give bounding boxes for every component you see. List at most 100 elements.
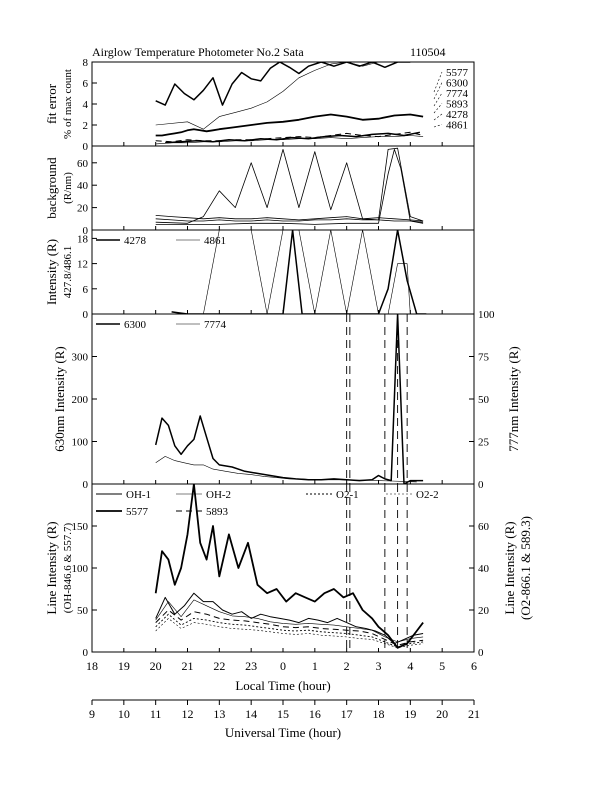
series-line-bg-c (155, 147, 424, 224)
series-line-6300 (155, 62, 411, 106)
y-right-tick-label: 20 (478, 605, 490, 617)
y-right-tick-label: 50 (478, 394, 490, 406)
series-end-label: 5893 (446, 99, 469, 111)
y-tick-label: 300 (72, 352, 89, 364)
y-tick-label: 12 (77, 259, 88, 271)
ut-axis-label: Universal Time (hour) (225, 725, 341, 740)
series-line-bg-d (155, 148, 424, 225)
local-time-tick-label: 4 (407, 659, 413, 673)
series-line-5577 (154, 484, 424, 649)
legend: 6300 7774 (96, 319, 227, 331)
ut-tick-label: 10 (118, 707, 130, 721)
local-time-axis-label: Local Time (hour) (235, 678, 330, 693)
series-end-label: 4861 (446, 120, 468, 132)
series-line-4278 (165, 131, 421, 144)
legend-label: O2-2 (416, 489, 439, 501)
y-tick-label: 6 (83, 78, 89, 90)
series-line-5893 (155, 609, 424, 646)
panel-frame (91, 313, 475, 485)
y-right-tick-label: 60 (478, 521, 490, 533)
y-axis-label-2: (R/nm) (62, 172, 74, 204)
label-leader (433, 124, 443, 128)
series-group (154, 484, 424, 652)
y-right-axis-label-2: (O2-866.1 & 589.3) (518, 516, 533, 620)
series-line-O2-2 (155, 618, 424, 649)
y-axis-label: Intensity (R) (44, 239, 59, 305)
ut-tick-label: 18 (373, 707, 385, 721)
y-axis-label-2: (OH-846.6 & 557.7) (62, 522, 74, 613)
ut-tick-label: 20 (436, 707, 448, 721)
label-leader (433, 71, 443, 93)
series-line-O2-1 (155, 613, 424, 648)
y-tick-label: 0 (83, 309, 89, 321)
y-axis-label: fit error (44, 83, 59, 124)
panel-frame (91, 229, 475, 315)
panel-background: 0 20 40 60 background (R/nm) (44, 145, 475, 237)
y-axis-label-2: 427.8/486.1 (62, 246, 74, 299)
y-right-axis-label: Line Intensity (R) (502, 521, 517, 614)
local-time-tick-label: 20 (150, 659, 162, 673)
series-line-bg-a (155, 215, 424, 222)
y-tick-label: 0 (83, 141, 89, 153)
series-line-4278 (171, 230, 427, 314)
y-right-tick-label: 25 (478, 437, 490, 449)
local-time-tick-label: 5 (439, 659, 445, 673)
series-end-label: 6300 (446, 78, 469, 90)
series-end-label: 5577 (446, 67, 469, 79)
local-time-tick-label: 22 (213, 659, 225, 673)
local-time-tick-label: 23 (245, 659, 257, 673)
y-axis-label: 630nm Intensity (R) (52, 346, 67, 451)
y-tick-label: 0 (83, 225, 89, 237)
panel-fit_error: 0 2 4 6 8 fit error% of max count 557763007774… (44, 57, 475, 153)
ut-tick-label: 11 (150, 707, 162, 721)
y-tick-label: 50 (77, 605, 89, 617)
legend-label: 5577 (126, 506, 149, 518)
series-line-4861 (187, 230, 411, 314)
y-right-tick-label: 40 (478, 563, 490, 575)
local-time-tick-label: 21 (182, 659, 194, 673)
ut-tick-label: 15 (277, 707, 289, 721)
series-line-6300 (154, 314, 424, 484)
local-time-tick-label: 6 (471, 659, 477, 673)
series-end-label: 4278 (446, 109, 469, 121)
label-leader (433, 113, 443, 121)
legend-label: 4278 (124, 235, 147, 247)
label-leader (433, 103, 443, 114)
local-time-tick-label: 19 (118, 659, 130, 673)
legend-label: 6300 (124, 319, 147, 331)
chart-date: 110504 (410, 45, 446, 59)
local-time-tick-label: 18 (86, 659, 98, 673)
y-tick-label: 150 (72, 521, 89, 533)
legend-label: OH-1 (126, 489, 151, 501)
y-right-tick-label: 0 (478, 479, 484, 491)
y-tick-label: 8 (83, 57, 89, 69)
y-tick-label: 0 (83, 479, 89, 491)
label-leader (433, 92, 443, 107)
legend: 4278 4861 (96, 235, 226, 247)
ut-tick-label: 13 (213, 707, 225, 721)
series-group (155, 147, 424, 225)
ut-tick-label: 12 (182, 707, 194, 721)
legend-label: 4861 (204, 235, 226, 247)
series-line-7774 (155, 456, 417, 483)
legend-label: O2-1 (336, 489, 359, 501)
local-time-tick-label: 0 (280, 659, 286, 673)
local-time-tick-label: 3 (376, 659, 382, 673)
series-line-5577 (155, 113, 424, 137)
y-tick-label: 20 (77, 203, 89, 215)
label-leader (433, 82, 443, 100)
local-time-tick-label: 2 (344, 659, 350, 673)
series-end-label: 7774 (446, 88, 469, 100)
series-line-7774 (155, 62, 420, 130)
legend-label: 5893 (206, 506, 229, 518)
chart-title: Airglow Temperature Photometer No.2 Sata (92, 45, 304, 59)
ut-tick-label: 14 (245, 707, 257, 721)
series-group (155, 62, 424, 145)
y-tick-label: 4 (83, 99, 89, 111)
legend-label: 7774 (204, 319, 227, 331)
ut-tick-label: 9 (89, 707, 95, 721)
ut-tick-label: 19 (404, 707, 416, 721)
